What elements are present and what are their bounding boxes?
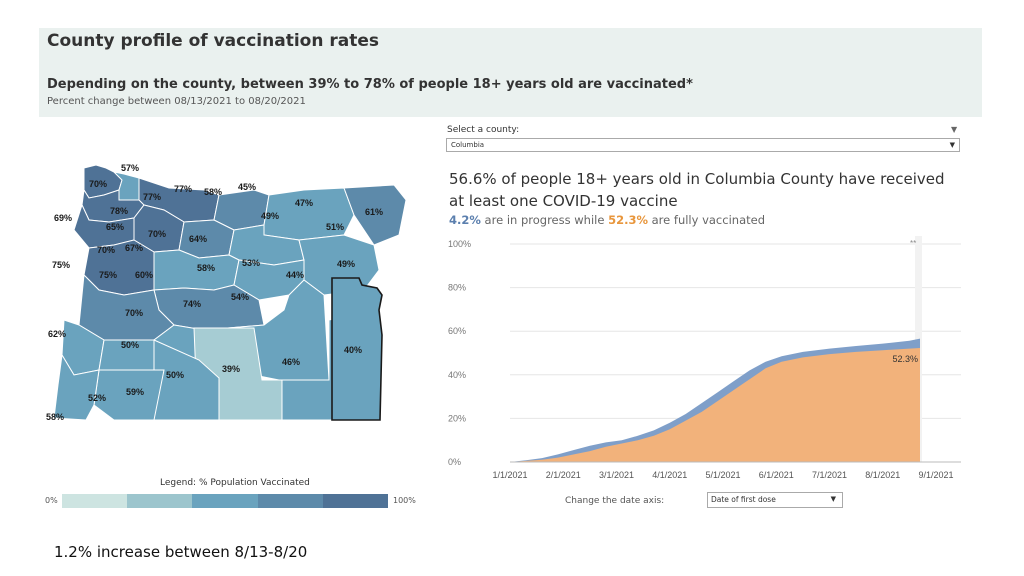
county-label: 74%	[183, 299, 201, 309]
county-label: 50%	[166, 370, 184, 380]
y-tick-label: 40%	[448, 370, 466, 380]
fully-vaccinated-value: 52.3%	[608, 213, 648, 227]
county-label: 69%	[54, 213, 72, 223]
county-label: 47%	[295, 198, 313, 208]
county-label: 46%	[282, 357, 300, 367]
subtitle-text-mid: are in progress while	[480, 213, 609, 227]
county-label: 67%	[125, 243, 143, 253]
legend-swatch	[62, 494, 128, 508]
x-tick-label: 3/1/2021	[599, 470, 634, 480]
data-label: 52.3%	[892, 354, 918, 364]
county-label: 52%	[88, 393, 106, 403]
x-tick-label: 2/1/2021	[546, 470, 581, 480]
y-tick-label: 80%	[448, 283, 466, 293]
legend-color-bar	[62, 494, 389, 508]
county-label: 61%	[365, 207, 383, 217]
x-tick-label: 8/1/2021	[865, 470, 900, 480]
county-label: 78%	[110, 206, 128, 216]
date-axis-select[interactable]: Date of first dose ▼	[707, 492, 843, 508]
vaccination-area-chart: 0% 20% 40% 60% 80% 100% 1/1/2021 2/1/2021 3/1/20…	[448, 236, 961, 480]
date-axis-label: Change the date axis:	[565, 496, 665, 506]
county-labels: 57% 70% 77% 77% 58% 45% 78% 69% 65% 70% …	[46, 163, 383, 422]
county-label: 62%	[48, 329, 66, 339]
county-select-label: Select a county:	[447, 125, 520, 135]
page-subtitle: Depending on the county, between 39% to …	[47, 77, 693, 92]
x-tick-label: 6/1/2021	[759, 470, 794, 480]
county-label: 58%	[197, 263, 215, 273]
legend-swatch	[192, 494, 258, 508]
county-label: 45%	[238, 182, 256, 192]
chart-title-line-1: 56.6% of people 18+ years old in Columbi…	[449, 170, 945, 188]
county-label: 50%	[121, 340, 139, 350]
legend-min-label: 0%	[45, 496, 58, 505]
county-label: 70%	[97, 245, 115, 255]
x-tick-label: 1/1/2021	[492, 470, 527, 480]
y-tick-label: 0%	[448, 457, 461, 467]
county-label: 57%	[121, 163, 139, 173]
page-title: County profile of vaccination rates	[47, 31, 379, 51]
county-label: 49%	[337, 259, 355, 269]
in-progress-value: 4.2%	[449, 213, 481, 227]
filter-menu-icon[interactable]: ▼	[951, 125, 958, 134]
legend-swatch	[257, 494, 323, 508]
county-label: 58%	[204, 187, 222, 197]
county-label: 59%	[126, 387, 144, 397]
county-label: 75%	[99, 270, 117, 280]
county-label: 60%	[135, 270, 153, 280]
county-label: 65%	[106, 222, 124, 232]
x-tick-label: 5/1/2021	[705, 470, 740, 480]
county-label: 54%	[231, 292, 249, 302]
county-label: 70%	[125, 308, 143, 318]
county-region[interactable]	[53, 353, 100, 421]
footnote: 1.2% increase between 8/13-8/20	[54, 543, 308, 561]
x-tick-label: 9/1/2021	[918, 470, 953, 480]
county-region[interactable]	[343, 184, 407, 246]
county-label: 75%	[52, 260, 70, 270]
county-label: 77%	[143, 192, 161, 202]
chevron-down-icon[interactable]: ▼	[949, 141, 955, 149]
county-label: 53%	[242, 258, 260, 268]
y-tick-label: 100%	[448, 239, 471, 249]
x-tick-label: 7/1/2021	[812, 470, 847, 480]
county-label: 64%	[189, 234, 207, 244]
page-note: Percent change between 08/13/2021 to 08/…	[47, 96, 306, 107]
legend-title: Legend: % Population Vaccinated	[160, 478, 310, 488]
subtitle-text-end: are fully vaccinated	[647, 213, 765, 227]
county-region[interactable]	[331, 277, 383, 421]
county-label: 51%	[326, 222, 344, 232]
chart-subtitle: 4.2% are in progress while 52.3% are ful…	[449, 213, 765, 227]
county-label: 70%	[89, 179, 107, 189]
county-select-value: Columbia	[451, 141, 485, 149]
county-map[interactable]: 57% 70% 77% 77% 58% 45% 78% 69% 65% 70% …	[44, 160, 409, 435]
legend-max-label: 100%	[393, 496, 416, 505]
county-label: 44%	[286, 270, 304, 280]
date-axis-value: Date of first dose	[711, 495, 776, 504]
county-label: 40%	[344, 345, 362, 355]
county-shapes	[53, 164, 407, 421]
county-label: 77%	[174, 184, 192, 194]
legend-swatch	[322, 494, 389, 508]
county-label: 58%	[46, 412, 64, 422]
chevron-down-icon[interactable]: ▼	[830, 495, 836, 503]
county-label: 70%	[148, 229, 166, 239]
header-banner: County profile of vaccination rates Depe…	[39, 28, 982, 117]
y-tick-label: 20%	[448, 413, 466, 423]
chart-marker: **	[910, 239, 916, 248]
chart-title-line-2: at least one COVID-19 vaccine	[449, 192, 678, 210]
county-select[interactable]: Columbia ▼	[446, 138, 960, 152]
chart-title: 56.6% of people 18+ years old in Columbi…	[449, 168, 969, 212]
y-tick-label: 60%	[448, 326, 466, 336]
legend-swatch	[127, 494, 193, 508]
county-label: 49%	[261, 211, 279, 221]
series-area	[510, 348, 920, 462]
county-label: 39%	[222, 364, 240, 374]
x-tick-label: 4/1/2021	[652, 470, 687, 480]
